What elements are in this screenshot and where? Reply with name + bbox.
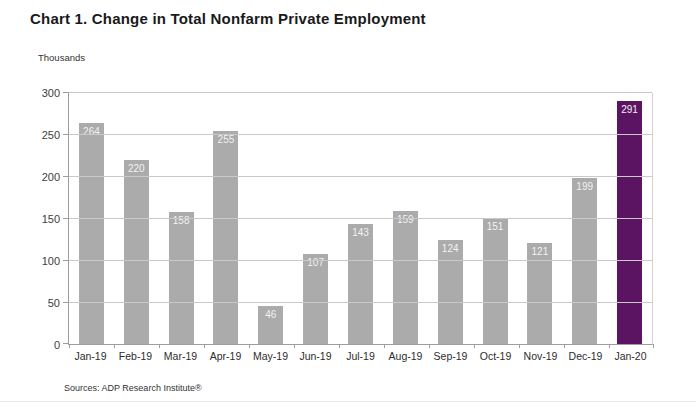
chart-title: Chart 1. Change in Total Nonfarm Private… (30, 10, 426, 27)
gridline (69, 176, 652, 177)
bar-Jan-20: 291 (617, 101, 642, 344)
bar-value-label: 220 (124, 163, 149, 174)
bar-value-label: 255 (213, 134, 238, 145)
bar-Feb-19: 220 (124, 160, 149, 344)
y-axis-tick-labels: 050100150200250300 (0, 93, 60, 345)
x-tick-mark (114, 344, 115, 348)
y-axis-tick-label: 0 (0, 339, 60, 351)
bar-value-label: 46 (258, 309, 283, 320)
gridline (69, 92, 652, 93)
x-tick-mark (294, 344, 295, 348)
y-axis-tick-label: 100 (0, 255, 60, 267)
y-axis-tick-label: 250 (0, 129, 60, 141)
x-tick-mark (609, 344, 610, 348)
bar-value-label: 264 (79, 126, 104, 137)
x-tick-mark (474, 344, 475, 348)
bar-Sep-19: 124 (438, 240, 463, 344)
bar-value-label: 124 (438, 243, 463, 254)
bar-Jul-19: 143 (348, 224, 373, 344)
x-axis-tick-label: Nov-19 (518, 350, 563, 362)
x-tick-mark (564, 344, 565, 348)
bar-Mar-19: 158 (169, 212, 194, 344)
gridline (69, 302, 652, 303)
chart-figure: Chart 1. Change in Total Nonfarm Private… (0, 0, 696, 409)
x-tick-mark (384, 344, 385, 348)
page-bottom-edge (0, 401, 696, 402)
y-tick-mark (63, 260, 69, 261)
x-axis-tick-label: Feb-19 (113, 350, 158, 362)
x-axis-tick-label: Jun-19 (293, 350, 338, 362)
bar-value-label: 151 (483, 221, 508, 232)
x-tick-mark (159, 344, 160, 348)
bar-Jan-19: 264 (79, 123, 104, 344)
x-tick-mark (339, 344, 340, 348)
plot-area: 264 220 158 255 46 107 143 159 124 151 121 199 291 (68, 93, 653, 345)
bar-value-label: 199 (572, 181, 597, 192)
y-tick-mark (63, 134, 69, 135)
bar-value-label: 158 (169, 215, 194, 226)
x-tick-mark (69, 344, 70, 348)
gridline (69, 260, 652, 261)
y-axis-tick-label: 200 (0, 171, 60, 183)
x-axis-tick-label: Apr-19 (203, 350, 248, 362)
bar-Aug-19: 159 (393, 211, 418, 344)
x-axis-tick-label: Sep-19 (428, 350, 473, 362)
bar-Oct-19: 151 (483, 218, 508, 344)
x-axis-tick-label: Jan-19 (68, 350, 113, 362)
x-axis-tick-label: Mar-19 (158, 350, 203, 362)
x-tick-mark (653, 344, 654, 348)
bar-value-label: 121 (527, 246, 552, 257)
gridline (69, 218, 652, 219)
x-axis-tick-label: Jul-19 (338, 350, 383, 362)
bar-value-label: 291 (617, 104, 642, 115)
source-note: Sources: ADP Research Institute® (64, 383, 202, 393)
y-tick-mark (63, 92, 69, 93)
bar-May-19: 46 (258, 306, 283, 344)
y-tick-mark (63, 302, 69, 303)
bar-Jun-19: 107 (303, 254, 328, 344)
x-axis-tick-label: Jan-20 (608, 350, 653, 362)
y-tick-mark (63, 218, 69, 219)
x-axis-tick-label: May-19 (248, 350, 293, 362)
x-axis-tick-labels: Jan-19Feb-19Mar-19Apr-19May-19Jun-19Jul-… (68, 350, 653, 362)
x-axis-tick-label: Oct-19 (473, 350, 518, 362)
x-tick-mark (519, 344, 520, 348)
x-tick-mark (249, 344, 250, 348)
bar-Apr-19: 255 (213, 131, 238, 344)
y-axis-tick-label: 150 (0, 213, 60, 225)
bar-Nov-19: 121 (527, 243, 552, 344)
x-axis-tick-label: Dec-19 (563, 350, 608, 362)
bar-value-label: 143 (348, 227, 373, 238)
x-tick-mark (429, 344, 430, 348)
x-axis-tick-label: Aug-19 (383, 350, 428, 362)
x-tick-mark (204, 344, 205, 348)
y-tick-mark (63, 176, 69, 177)
bar-value-label: 159 (393, 214, 418, 225)
y-axis-tick-label: 50 (0, 297, 60, 309)
y-axis-units-label: Thousands (38, 52, 85, 63)
gridline (69, 134, 652, 135)
y-axis-tick-label: 300 (0, 87, 60, 99)
